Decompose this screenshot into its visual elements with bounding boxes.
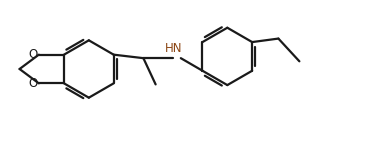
- Text: O: O: [28, 77, 37, 90]
- Text: O: O: [28, 48, 37, 61]
- Text: HN: HN: [165, 42, 182, 55]
